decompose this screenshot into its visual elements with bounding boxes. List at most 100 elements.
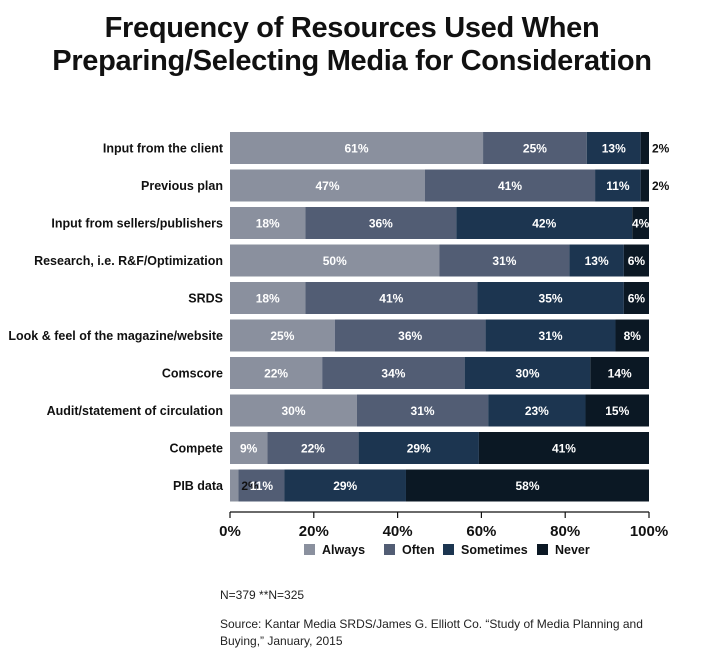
bar-input-from-the-client-never: [640, 132, 649, 164]
category-label-audit-statement-of-circulation: Audit/statement of circulation: [47, 404, 223, 418]
bar-input-from-the-client-often: [483, 132, 587, 164]
value-label-look-feel-of-the-magazine-website-often: 36%: [398, 329, 422, 343]
bar-input-from-sellers-publishers-often: [305, 207, 457, 239]
value-label-input-from-sellers-publishers-never: 4%: [632, 217, 650, 231]
bar-audit-statement-of-circulation-always: [230, 394, 357, 427]
value-label-previous-plan-never: 2%: [652, 179, 670, 193]
chart-title-line-1: Frequency of Resources Used When: [104, 12, 600, 44]
bar-pib-data-never: [405, 469, 649, 502]
category-label-pib-data: PIB data: [173, 479, 224, 493]
bar-comscore-always: [230, 357, 323, 389]
bar-comscore-often: [322, 357, 465, 389]
bar-input-from-the-client-sometimes: [586, 132, 641, 164]
value-label-srds-always: 18%: [256, 292, 280, 306]
value-label-comscore-often: 34%: [381, 367, 405, 381]
bar-research-i-e-r-f-optimization-often: [439, 244, 570, 277]
x-tick-label: 80%: [550, 523, 580, 540]
legend-label-never: Never: [555, 543, 590, 557]
value-label-input-from-sellers-publishers-often: 36%: [369, 217, 393, 231]
bar-previous-plan-sometimes: [595, 169, 641, 202]
value-label-pib-data-often: 11%: [250, 479, 274, 493]
sample-size-note: N=379 **N=325: [220, 588, 305, 602]
value-label-comscore-always: 22%: [264, 367, 288, 381]
x-tick-label: 0%: [219, 523, 241, 540]
category-label-input-from-the-client: Input from the client: [103, 142, 224, 156]
chart-title: Frequency of Resources Used When Prepari…: [0, 12, 704, 78]
category-label-comscore: Comscore: [162, 367, 223, 381]
stacked-bar-chart: Input from the client Previous plan Input …: [8, 132, 670, 557]
bar-look-feel-of-the-magazine-website-often: [334, 319, 486, 352]
value-label-audit-statement-of-circulation-always: 30%: [281, 404, 305, 418]
bar-pib-data-sometimes: [284, 469, 406, 502]
x-tick-label: 40%: [383, 523, 413, 540]
legend-swatch-sometimes: [443, 544, 454, 555]
bar-srds-always: [230, 282, 306, 314]
value-label-research-i-e-r-f-optimization-never: 6%: [628, 254, 646, 268]
bar-previous-plan-often: [424, 169, 596, 202]
category-label-look-feel-of-the-magazine-website: Look & feel of the magazine/website: [8, 329, 223, 343]
value-label-comscore-never: 14%: [608, 367, 632, 381]
bar-look-feel-of-the-magazine-website-always: [230, 319, 335, 352]
value-label-compete-often: 22%: [301, 442, 325, 456]
value-label-previous-plan-often: 41%: [498, 179, 522, 193]
bar-pib-data-always: [230, 469, 239, 502]
category-label-research-i-e-r-f-optimization: Research, i.e. R&F/Optimization: [34, 254, 223, 268]
value-label-srds-often: 41%: [379, 292, 403, 306]
value-label-compete-sometimes: 29%: [407, 442, 431, 456]
bar-look-feel-of-the-magazine-website-never: [615, 319, 649, 352]
bar-input-from-sellers-publishers-never: [632, 207, 649, 239]
value-labels: 61% 25% 13% 2%47% 41% 11% 2%18% 36% 42% 4%50% 31% 1…: [240, 142, 670, 494]
category-label-srds: SRDS: [188, 292, 223, 306]
bar-previous-plan-never: [640, 169, 649, 202]
x-tick-label: 20%: [299, 523, 329, 540]
value-label-pib-data-sometimes: 29%: [333, 479, 357, 493]
value-label-research-i-e-r-f-optimization-always: 50%: [323, 254, 347, 268]
bar-comscore-sometimes: [464, 357, 591, 389]
value-label-pib-data-always: 2%: [241, 479, 259, 493]
value-label-srds-sometimes: 35%: [539, 292, 563, 306]
category-label-compete: Compete: [170, 442, 224, 456]
legend-label-often: Often: [402, 543, 435, 557]
value-label-input-from-sellers-publishers-sometimes: 42%: [532, 217, 556, 231]
bar-input-from-sellers-publishers-always: [230, 207, 306, 239]
value-label-look-feel-of-the-magazine-website-sometimes: 31%: [539, 329, 563, 343]
value-label-comscore-sometimes: 30%: [515, 367, 539, 381]
bar-look-feel-of-the-magazine-website-sometimes: [485, 319, 616, 352]
bar-compete-always: [230, 432, 268, 464]
bar-pib-data-often: [238, 469, 285, 502]
value-label-input-from-the-client-sometimes: 13%: [602, 142, 626, 156]
value-label-input-from-the-client-never: 2%: [652, 142, 670, 156]
legend-swatch-often: [384, 544, 395, 555]
value-label-srds-never: 6%: [628, 292, 646, 306]
source-note: Source: Kantar Media SRDS/James G. Ellio…: [220, 617, 643, 648]
x-tick-label: 100%: [630, 523, 668, 540]
chart-title-line-2: Preparing/Selecting Media for Considerat…: [52, 45, 652, 77]
category-label-previous-plan: Previous plan: [141, 179, 223, 193]
bar-segments: [230, 132, 649, 502]
bar-srds-often: [305, 282, 478, 314]
bar-compete-never: [478, 432, 649, 464]
bar-input-from-the-client-always: [230, 132, 484, 164]
x-tick-label: 60%: [466, 523, 496, 540]
legend-swatch-always: [304, 544, 315, 555]
value-label-pib-data-never: 58%: [515, 479, 539, 493]
bar-comscore-never: [590, 357, 649, 389]
bar-audit-statement-of-circulation-often: [356, 394, 489, 427]
bar-srds-never: [623, 282, 649, 314]
x-axis: 0% 20% 40% 60% 80% 100%: [219, 511, 668, 540]
value-label-audit-statement-of-circulation-often: 31%: [411, 404, 435, 418]
category-label-input-from-sellers-publishers: Input from sellers/publishers: [51, 217, 223, 231]
bar-research-i-e-r-f-optimization-never: [623, 244, 649, 277]
bar-input-from-sellers-publishers-sometimes: [456, 207, 633, 239]
bar-audit-statement-of-circulation-never: [585, 394, 649, 427]
value-label-research-i-e-r-f-optimization-often: 31%: [492, 254, 516, 268]
legend-label-always: Always: [322, 543, 365, 557]
value-label-previous-plan-sometimes: 11%: [606, 179, 630, 193]
bar-research-i-e-r-f-optimization-sometimes: [569, 244, 624, 277]
category-labels: Input from the client Previous plan Input …: [8, 142, 224, 494]
legend-swatch-never: [537, 544, 548, 555]
bar-srds-sometimes: [477, 282, 624, 314]
value-label-audit-statement-of-circulation-never: 15%: [605, 404, 629, 418]
value-label-look-feel-of-the-magazine-website-always: 25%: [270, 329, 294, 343]
value-label-research-i-e-r-f-optimization-sometimes: 13%: [585, 254, 609, 268]
